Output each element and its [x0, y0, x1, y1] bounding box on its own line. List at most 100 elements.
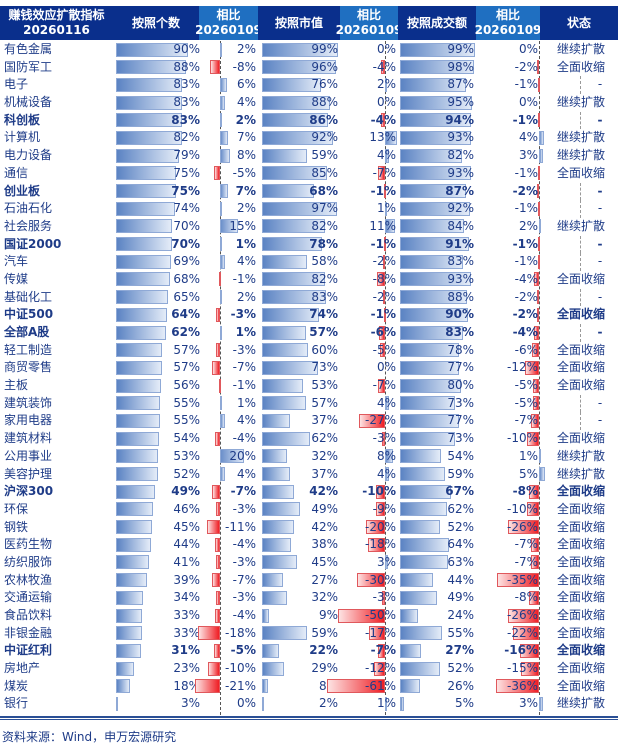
mktval-change-bar — [385, 467, 389, 481]
mktval-bar — [262, 643, 279, 658]
count-bar — [116, 555, 149, 570]
mktval-change-bar — [382, 431, 385, 446]
mktval-change-bar — [385, 130, 398, 145]
count-bar — [116, 113, 183, 128]
amount-change-value: -15% — [506, 661, 538, 676]
mktval-bar — [262, 148, 308, 163]
mktval-change-bar — [366, 520, 385, 535]
count-value: 79% — [173, 148, 200, 163]
status-badge: - — [597, 395, 603, 410]
row-name: 医药生物 — [4, 537, 53, 552]
count-bar — [116, 590, 144, 605]
table-row: 汽车 69% 4% 58% -2% 83% -1% - — [0, 253, 618, 271]
row-name: 环保 — [4, 501, 29, 516]
table-row: 房地产 23% -10% 29% -12% 52% -15% 全面收缩 — [0, 660, 618, 678]
mktval-change-value: 1% — [376, 201, 396, 216]
count-bar — [116, 166, 176, 181]
mktval-change-bar — [382, 590, 385, 605]
amount-value: 80% — [447, 378, 474, 393]
amount-change-value: -10% — [506, 431, 538, 446]
amount-change-bar — [537, 77, 540, 92]
amount-bar — [400, 95, 473, 110]
source-note: 资料来源：Wind，申万宏源研究 — [2, 730, 177, 744]
table-body: 有色金属 90% 2% 99% 0% 99% 0% 继续扩散 国防军工 88% -8% 96% -4% 9… — [0, 41, 618, 713]
mktval-change-value: 4% — [376, 148, 396, 163]
header-cmp3-label: 相比 — [495, 8, 520, 22]
amount-value: 93% — [447, 130, 474, 145]
mktval-change-value: 0% — [376, 360, 396, 375]
mktval-change-value: 4% — [376, 395, 396, 410]
count-change-bar — [220, 219, 238, 234]
count-change-bar — [220, 413, 225, 428]
mktval-value: 92% — [311, 130, 338, 145]
mktval-change-value: -3% — [372, 431, 396, 446]
amount-change-value: -4% — [512, 325, 538, 339]
count-bar — [116, 608, 143, 623]
mktval-change-value: -12% — [364, 661, 396, 676]
amount-value: 27% — [445, 643, 474, 658]
count-bar — [116, 148, 180, 163]
amount-change-value: -7% — [514, 413, 538, 428]
mktval-bar — [262, 254, 307, 269]
amount-change-bar — [533, 396, 539, 411]
amount-change-value: -5% — [514, 378, 538, 393]
count-bar — [116, 60, 187, 75]
count-change-value: -4% — [232, 537, 256, 552]
mktval-value: 27% — [311, 572, 338, 587]
header-indicator-date: 20260116 — [23, 23, 90, 37]
mktval-change-bar — [384, 237, 387, 252]
mktval-bar — [262, 520, 295, 535]
mktval-change-value: -27% — [364, 413, 396, 428]
count-change-bar — [220, 290, 223, 305]
count-change-bar — [220, 325, 222, 340]
table-row: 基础化工 65% 2% 83% -2% 88% -2% - — [0, 288, 618, 307]
header-count-label: 按照个数 — [131, 15, 180, 30]
count-change-value: 4% — [236, 254, 256, 269]
amount-bar — [400, 520, 440, 535]
amount-change-value: 3% — [518, 148, 538, 163]
amount-change-bar — [534, 325, 539, 340]
mktval-value: 68% — [309, 183, 338, 198]
mktval-value: 88% — [311, 95, 338, 110]
status-divider — [580, 394, 581, 413]
amount-change-bar — [507, 608, 539, 623]
amount-change-value: -8% — [514, 590, 538, 605]
count-bar — [116, 130, 182, 145]
table-row: 钢铁 45% -11% 42% -20% 52% -26% 全面收缩 — [0, 519, 618, 537]
amount-bar — [400, 431, 456, 446]
count-change-bar — [216, 307, 220, 322]
amount-change-bar — [539, 449, 541, 464]
table-row: 中证500 64% -3% 74% -1% 90% -2% 全面收缩 — [0, 306, 618, 324]
table-row: 非银金融 33% -18% 59% -17% 55% -22% 全面收缩 — [0, 625, 618, 643]
table-row: 创业板 75% 7% 68% -1% 87% -2% - — [0, 182, 618, 201]
mktval-value: 82% — [311, 271, 338, 286]
count-change-value: -4% — [232, 431, 256, 446]
amount-change-value: -1% — [514, 165, 538, 180]
amount-value: 93% — [447, 165, 474, 180]
mktval-change-bar — [385, 396, 389, 411]
mktval-change-bar — [356, 573, 385, 588]
mktval-value: 49% — [311, 501, 338, 516]
amount-change-bar — [537, 237, 540, 252]
count-bar — [116, 413, 160, 428]
count-change-value: 7% — [236, 130, 256, 145]
count-change-bar — [218, 272, 221, 287]
table-bottom-border — [0, 716, 618, 718]
mktval-change-value: 2% — [376, 77, 396, 92]
count-change-value: -4% — [232, 608, 256, 622]
count-value: 45% — [173, 519, 200, 534]
amount-change-bar — [512, 626, 539, 641]
amount-bar — [400, 77, 467, 92]
mktval-bar — [262, 219, 326, 234]
mktval-change-value: 1% — [376, 696, 396, 711]
amount-change-value: -7% — [514, 554, 538, 569]
mktval-change-bar — [376, 502, 385, 517]
mktval-value: 53% — [311, 378, 338, 393]
row-name: 创业板 — [4, 183, 41, 198]
table-header: 赚钱效应扩散指标 20260116 按照个数 相比 20260109 按照市值 … — [0, 6, 618, 40]
amount-value: 93% — [447, 271, 474, 286]
count-change-value: -18% — [224, 625, 256, 640]
mktval-bar — [262, 201, 337, 216]
count-change-bar — [210, 60, 220, 75]
